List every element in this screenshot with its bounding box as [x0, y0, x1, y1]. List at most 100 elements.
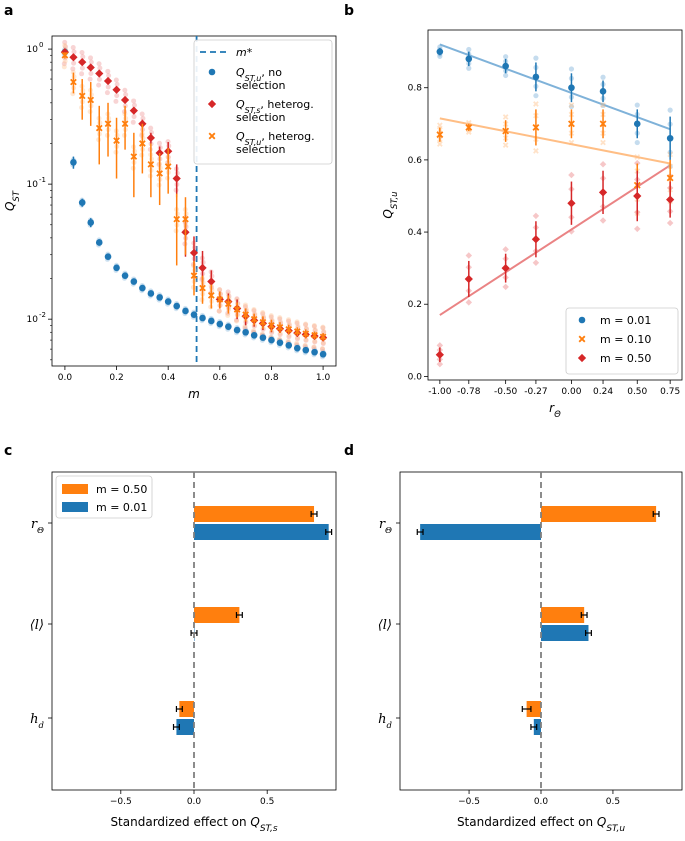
replicate-point [268, 313, 274, 319]
replicate-point [96, 61, 102, 67]
replicate-point [277, 330, 283, 336]
legend-label-line2: selection [236, 111, 285, 124]
legend: m = 0.50 m = 0.01 [55, 475, 153, 519]
data-point-orange [156, 170, 164, 177]
data-point-orange [139, 140, 146, 147]
y-tick-label: 0.8 [408, 84, 423, 94]
x-tick-label: 0.6 [213, 373, 228, 383]
data-point-orange [268, 321, 275, 329]
replicate-point [503, 54, 509, 60]
x-tick-label: 0.00 [561, 387, 581, 397]
data-point-red [501, 264, 510, 273]
y-tick-label: 0.0 [408, 372, 423, 382]
data-point-orange [465, 123, 473, 131]
legend-tail: , heterog. [261, 130, 314, 143]
replicate-point [62, 39, 68, 45]
replicate-point [216, 308, 222, 314]
replicate-point [666, 219, 674, 227]
category-label: hd [30, 712, 44, 731]
x-tick-label: -0.50 [494, 387, 518, 397]
x-tick-label: -0.78 [457, 387, 481, 397]
data-point-orange [173, 215, 181, 223]
replicate-point [436, 141, 443, 147]
replicate-point [277, 332, 283, 338]
legend-box [193, 39, 333, 165]
replicate-point [311, 323, 317, 329]
data-point-red [103, 76, 113, 86]
replicate-point [88, 55, 94, 61]
x-axis-label-sub: ST,u [606, 824, 625, 834]
data-point-orange [147, 161, 155, 168]
panel-a-chart: 0.0 0.2 0.4 0.6 0.8 1.010-210-110 0mQSTm*QST,u… [3, 35, 337, 401]
replicate-point [63, 44, 69, 50]
data-point-blue [182, 307, 189, 315]
category-label: hd [378, 712, 392, 731]
replicate-point [667, 107, 673, 113]
bar-orange [194, 607, 240, 623]
legend-label-line2: selection [236, 143, 285, 156]
replicate-point [61, 64, 67, 70]
replicate-point [251, 306, 257, 312]
legend-q: Q [236, 130, 245, 143]
data-point-blue [250, 331, 258, 339]
data-point-orange [599, 120, 607, 128]
replicate-point [634, 225, 641, 233]
legend-sub: ST,u [245, 74, 262, 83]
data-point-blue [164, 298, 172, 305]
replicate-point [437, 53, 443, 59]
replicate-point [122, 87, 128, 93]
data-point-red [172, 174, 181, 183]
replicate-point [437, 44, 443, 50]
bar-blue [176, 719, 194, 735]
category-label-base: ⟨l⟩ [30, 618, 44, 633]
legend-sub: ST,u [245, 138, 262, 147]
replicate-point [533, 148, 539, 154]
replicate-point [70, 66, 76, 72]
data-point-red [112, 85, 121, 94]
data-point-red [146, 133, 156, 143]
fit-line-blue [439, 43, 671, 131]
category-label-base: h [378, 712, 386, 727]
data-point-orange [95, 124, 103, 132]
data-point-orange [70, 78, 77, 86]
legend-label-red: QST,s, heterog. [236, 98, 314, 115]
legend-marker-orange [208, 132, 216, 140]
data-point-blue [190, 311, 198, 318]
data-point-orange [233, 306, 241, 313]
data-point-blue [319, 350, 327, 358]
data-point-orange [113, 137, 120, 144]
legend-q: Q [236, 98, 245, 111]
data-point-orange [436, 131, 444, 139]
y-axis-label-base: Q [3, 202, 17, 211]
replicate-point [311, 323, 317, 329]
data-point-blue [199, 314, 206, 322]
category-label: rΘ [379, 517, 392, 536]
replicate-point [242, 304, 248, 310]
x-tick-label: 0.75 [660, 387, 680, 397]
replicate-point [436, 122, 443, 129]
legend-swatch-orange [62, 484, 88, 494]
replicate-point [303, 322, 309, 328]
x-axis-label: rΘ [549, 401, 561, 420]
replicate-point [532, 212, 540, 220]
replicate-point [568, 139, 575, 146]
replicate-point [321, 328, 327, 334]
y-tick-exponent: 0 [39, 41, 43, 49]
x-tick-label: -1.00 [428, 387, 452, 397]
replicate-point [502, 114, 509, 120]
legend-marker-red [207, 99, 217, 109]
replicate-point [97, 65, 103, 71]
replicate-point [600, 102, 606, 108]
category-label-base: r [31, 517, 38, 532]
data-point-orange [242, 311, 249, 319]
x-tick-label: 0.4 [161, 373, 176, 383]
data-point-blue [130, 278, 138, 285]
replicate-point [113, 77, 119, 83]
y-tick-base: 10 [27, 180, 39, 190]
x-axis-label-q: Q [250, 815, 259, 829]
panel-letter-b: b [344, 3, 354, 19]
bar-orange [541, 506, 657, 522]
bar-blue [194, 524, 329, 540]
replicate-point [80, 54, 86, 60]
replicate-point [148, 125, 154, 131]
